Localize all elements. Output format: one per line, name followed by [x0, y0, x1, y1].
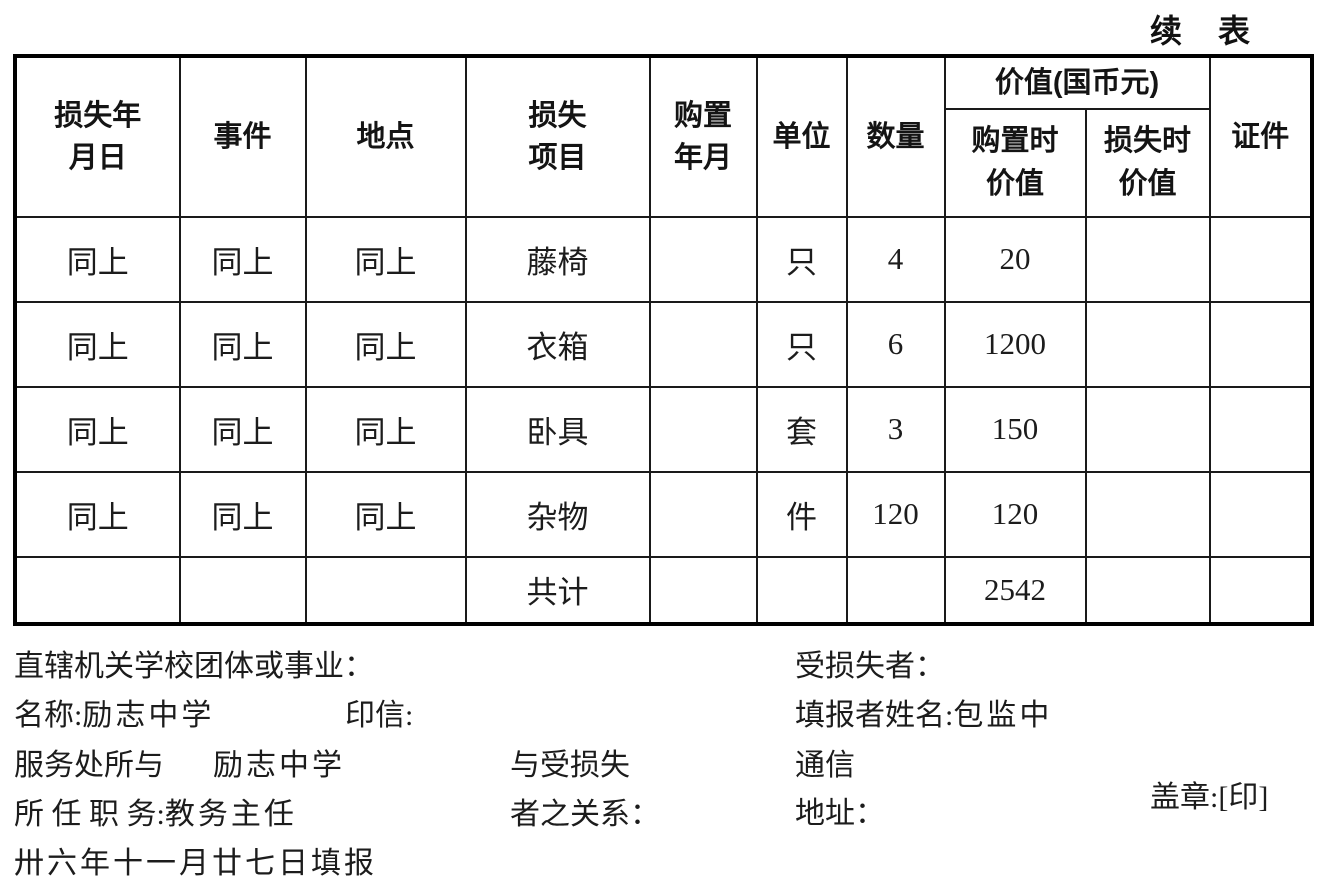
cell-unit: 只	[755, 300, 848, 388]
cell-certificate	[1208, 385, 1313, 473]
col-header-unit: 单位	[755, 55, 848, 218]
victim-label: 受损失者：	[795, 650, 945, 683]
relation-line-1: 与受损失	[510, 749, 630, 782]
cell-quantity: 4	[845, 215, 946, 303]
col-header-certificate: 证件	[1208, 55, 1313, 218]
position-value: 教务主任	[164, 798, 297, 831]
seal-label: 印信:	[345, 699, 414, 732]
cell-value-at-loss	[1084, 300, 1211, 388]
address-line-2: 地址：	[795, 797, 885, 830]
cell-value-at-loss	[1084, 215, 1211, 303]
cell-unit	[755, 555, 848, 625]
cell-location: 同上	[304, 470, 467, 558]
position-line: 所 任 职 务:教务主任	[14, 789, 297, 833]
col-header-loss-date: 损失年 月日	[14, 55, 181, 218]
table-row: 同上 同上 同上 藤椅 只 4 20	[14, 215, 1313, 303]
continued-table-label: 续 表	[1150, 13, 1253, 49]
table-row: 同上 同上 同上 卧具 套 3 150	[14, 385, 1313, 473]
cell-quantity: 120	[845, 470, 946, 558]
cell-quantity	[845, 555, 946, 625]
table-row: 同上 同上 同上 衣箱 只 6 1200	[14, 300, 1313, 388]
cell-location: 同上	[304, 215, 467, 303]
cell-event: 同上	[178, 470, 307, 558]
org-line: 直辖机关学校团体或事业：	[14, 650, 374, 683]
cell-value-at-purchase: 20	[943, 215, 1087, 303]
position-label: 所 任 职 务:	[14, 798, 165, 831]
cell-certificate	[1208, 300, 1313, 388]
cell-certificate	[1208, 215, 1313, 303]
cell-unit: 件	[755, 470, 848, 558]
name-label: 名称:	[14, 699, 83, 732]
cell-value-at-purchase: 120	[943, 470, 1087, 558]
relation-line-2: 者之关系：	[510, 798, 660, 831]
cell-purchase-date	[648, 300, 758, 388]
stamp-line: 盖章:[印]	[1150, 772, 1268, 816]
col-header-purchase-date: 购置 年月	[648, 55, 758, 218]
header-row-bottom: 购置时 价值 损失时 价值	[16, 107, 1312, 218]
name-value: 励志中学	[82, 699, 215, 732]
cell-quantity: 3	[845, 385, 946, 473]
reporter-value: 包监中	[953, 699, 1053, 732]
cell-value-at-loss	[1084, 555, 1211, 625]
report-date-line: 卅六年十一月廿七日填报	[14, 847, 377, 880]
cell-event: 同上	[178, 300, 307, 388]
cell-loss-date: 同上	[14, 300, 181, 388]
cell-item: 杂物	[464, 470, 651, 558]
cell-value-at-loss	[1084, 470, 1211, 558]
cell-purchase-date	[648, 470, 758, 558]
cell-event: 同上	[178, 385, 307, 473]
col-header-quantity: 数量	[845, 55, 946, 218]
cell-loss-date	[14, 555, 181, 625]
cell-location: 同上	[304, 385, 467, 473]
cell-loss-date: 同上	[14, 215, 181, 303]
col-header-value-at-loss: 损失时 价值	[1084, 107, 1211, 218]
col-header-value-at-purchase: 购置时 价值	[943, 107, 1087, 218]
stamp-seal-mark: [印]	[1218, 781, 1269, 814]
cell-value-at-loss	[1084, 385, 1211, 473]
cell-unit: 只	[755, 215, 848, 303]
cell-loss-date: 同上	[14, 470, 181, 558]
cell-total-label: 共计	[464, 555, 651, 625]
col-header-location: 地点	[304, 55, 467, 218]
cell-item: 藤椅	[464, 215, 651, 303]
cell-item: 衣箱	[464, 300, 651, 388]
stamp-label: 盖章:	[1150, 781, 1219, 814]
reporter-line: 填报者姓名:包监中	[795, 690, 1052, 734]
col-header-value-group: 价值(国币元)	[943, 55, 1211, 110]
cell-event: 同上	[178, 215, 307, 303]
cell-certificate	[1208, 555, 1313, 625]
table-total-row: 共计 2542	[14, 555, 1313, 625]
cell-purchase-date	[648, 385, 758, 473]
cell-location: 同上	[304, 300, 467, 388]
col-header-loss-item: 损失 项目	[464, 55, 651, 218]
cell-unit: 套	[755, 385, 848, 473]
header-row-top: 损失年 月日 事件 地点 损失 项目 购置 年月 单位 数量 价值(国币元) 证…	[14, 55, 1313, 218]
cell-purchase-date	[648, 215, 758, 303]
cell-value-at-purchase: 150	[943, 385, 1087, 473]
col-header-event: 事件	[178, 55, 307, 218]
loss-register-table: 损失年 月日 事件 地点 损失 项目 购置 年月 单位 数量 价值(国币元) 证…	[12, 54, 1315, 626]
cell-certificate	[1208, 470, 1313, 558]
cell-location	[304, 555, 467, 625]
service-label: 服务处所与	[14, 749, 164, 782]
cell-loss-date: 同上	[14, 385, 181, 473]
name-line: 名称:励志中学	[14, 690, 214, 734]
reporter-label: 填报者姓名:	[795, 699, 954, 732]
service-value: 励志中学	[213, 749, 345, 782]
cell-purchase-date	[648, 555, 758, 625]
address-line-1: 通信	[795, 749, 855, 782]
table-row: 同上 同上 同上 杂物 件 120 120	[14, 470, 1313, 558]
cell-value-at-purchase: 1200	[943, 300, 1087, 388]
cell-quantity: 6	[845, 300, 946, 388]
cell-item: 卧具	[464, 385, 651, 473]
cell-total-value: 2542	[943, 555, 1087, 625]
cell-event	[178, 555, 307, 625]
